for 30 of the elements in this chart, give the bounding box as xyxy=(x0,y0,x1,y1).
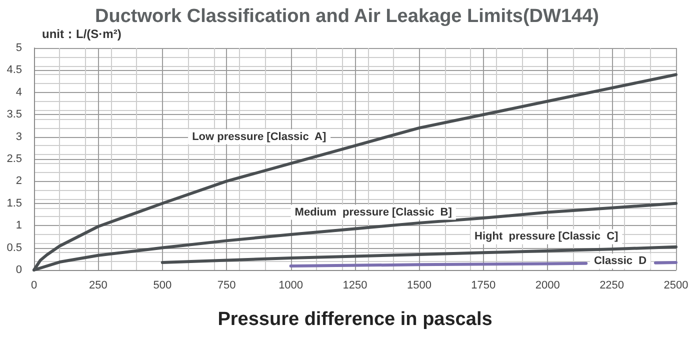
y-tick-label: 1.5 xyxy=(6,197,22,210)
x-tick-label: 1250 xyxy=(342,280,368,292)
y-tick-label: 1 xyxy=(16,220,22,232)
x-tick-label: 750 xyxy=(217,280,236,292)
y-tick-label: 4.5 xyxy=(6,64,22,76)
y-tick-label: 0 xyxy=(16,264,22,276)
x-tick-label: 2250 xyxy=(600,280,624,292)
series-label: Low pressure [Classic A] xyxy=(192,130,326,143)
x-tick-label: 1500 xyxy=(406,280,432,292)
chart-title: Ductwork Classification and Air Leakage Limits(DW144) xyxy=(95,6,599,27)
y-tick-label: 2.5 xyxy=(6,153,22,165)
x-axis-title: Pressure difference in pascals xyxy=(218,309,492,330)
x-tick-label: 500 xyxy=(153,280,172,292)
y-axis-title: unit：L/(S·m²) xyxy=(42,27,122,41)
x-tick-label: 1000 xyxy=(278,280,304,292)
y-tick-label: 4 xyxy=(16,86,22,98)
y-tick-label: 3 xyxy=(16,130,22,143)
line-series xyxy=(160,245,678,264)
series-label: Classic D xyxy=(594,255,647,268)
y-tick-label: 0.5 xyxy=(6,242,22,254)
x-tick-label: 0 xyxy=(30,280,38,292)
y-tick-label: 3.5 xyxy=(6,108,22,121)
series-label: Hight pressure [Classic C] xyxy=(474,230,619,243)
series-label: Medium pressure [Classic B] xyxy=(294,206,452,218)
y-tick-label: 2 xyxy=(16,175,22,188)
y-tick-label: 5 xyxy=(16,42,22,54)
x-tick-label: 250 xyxy=(89,280,108,292)
x-tick-label: 1750 xyxy=(471,280,496,292)
x-tick-label: 2000 xyxy=(535,280,560,292)
x-tick-label: 2500 xyxy=(664,280,688,292)
